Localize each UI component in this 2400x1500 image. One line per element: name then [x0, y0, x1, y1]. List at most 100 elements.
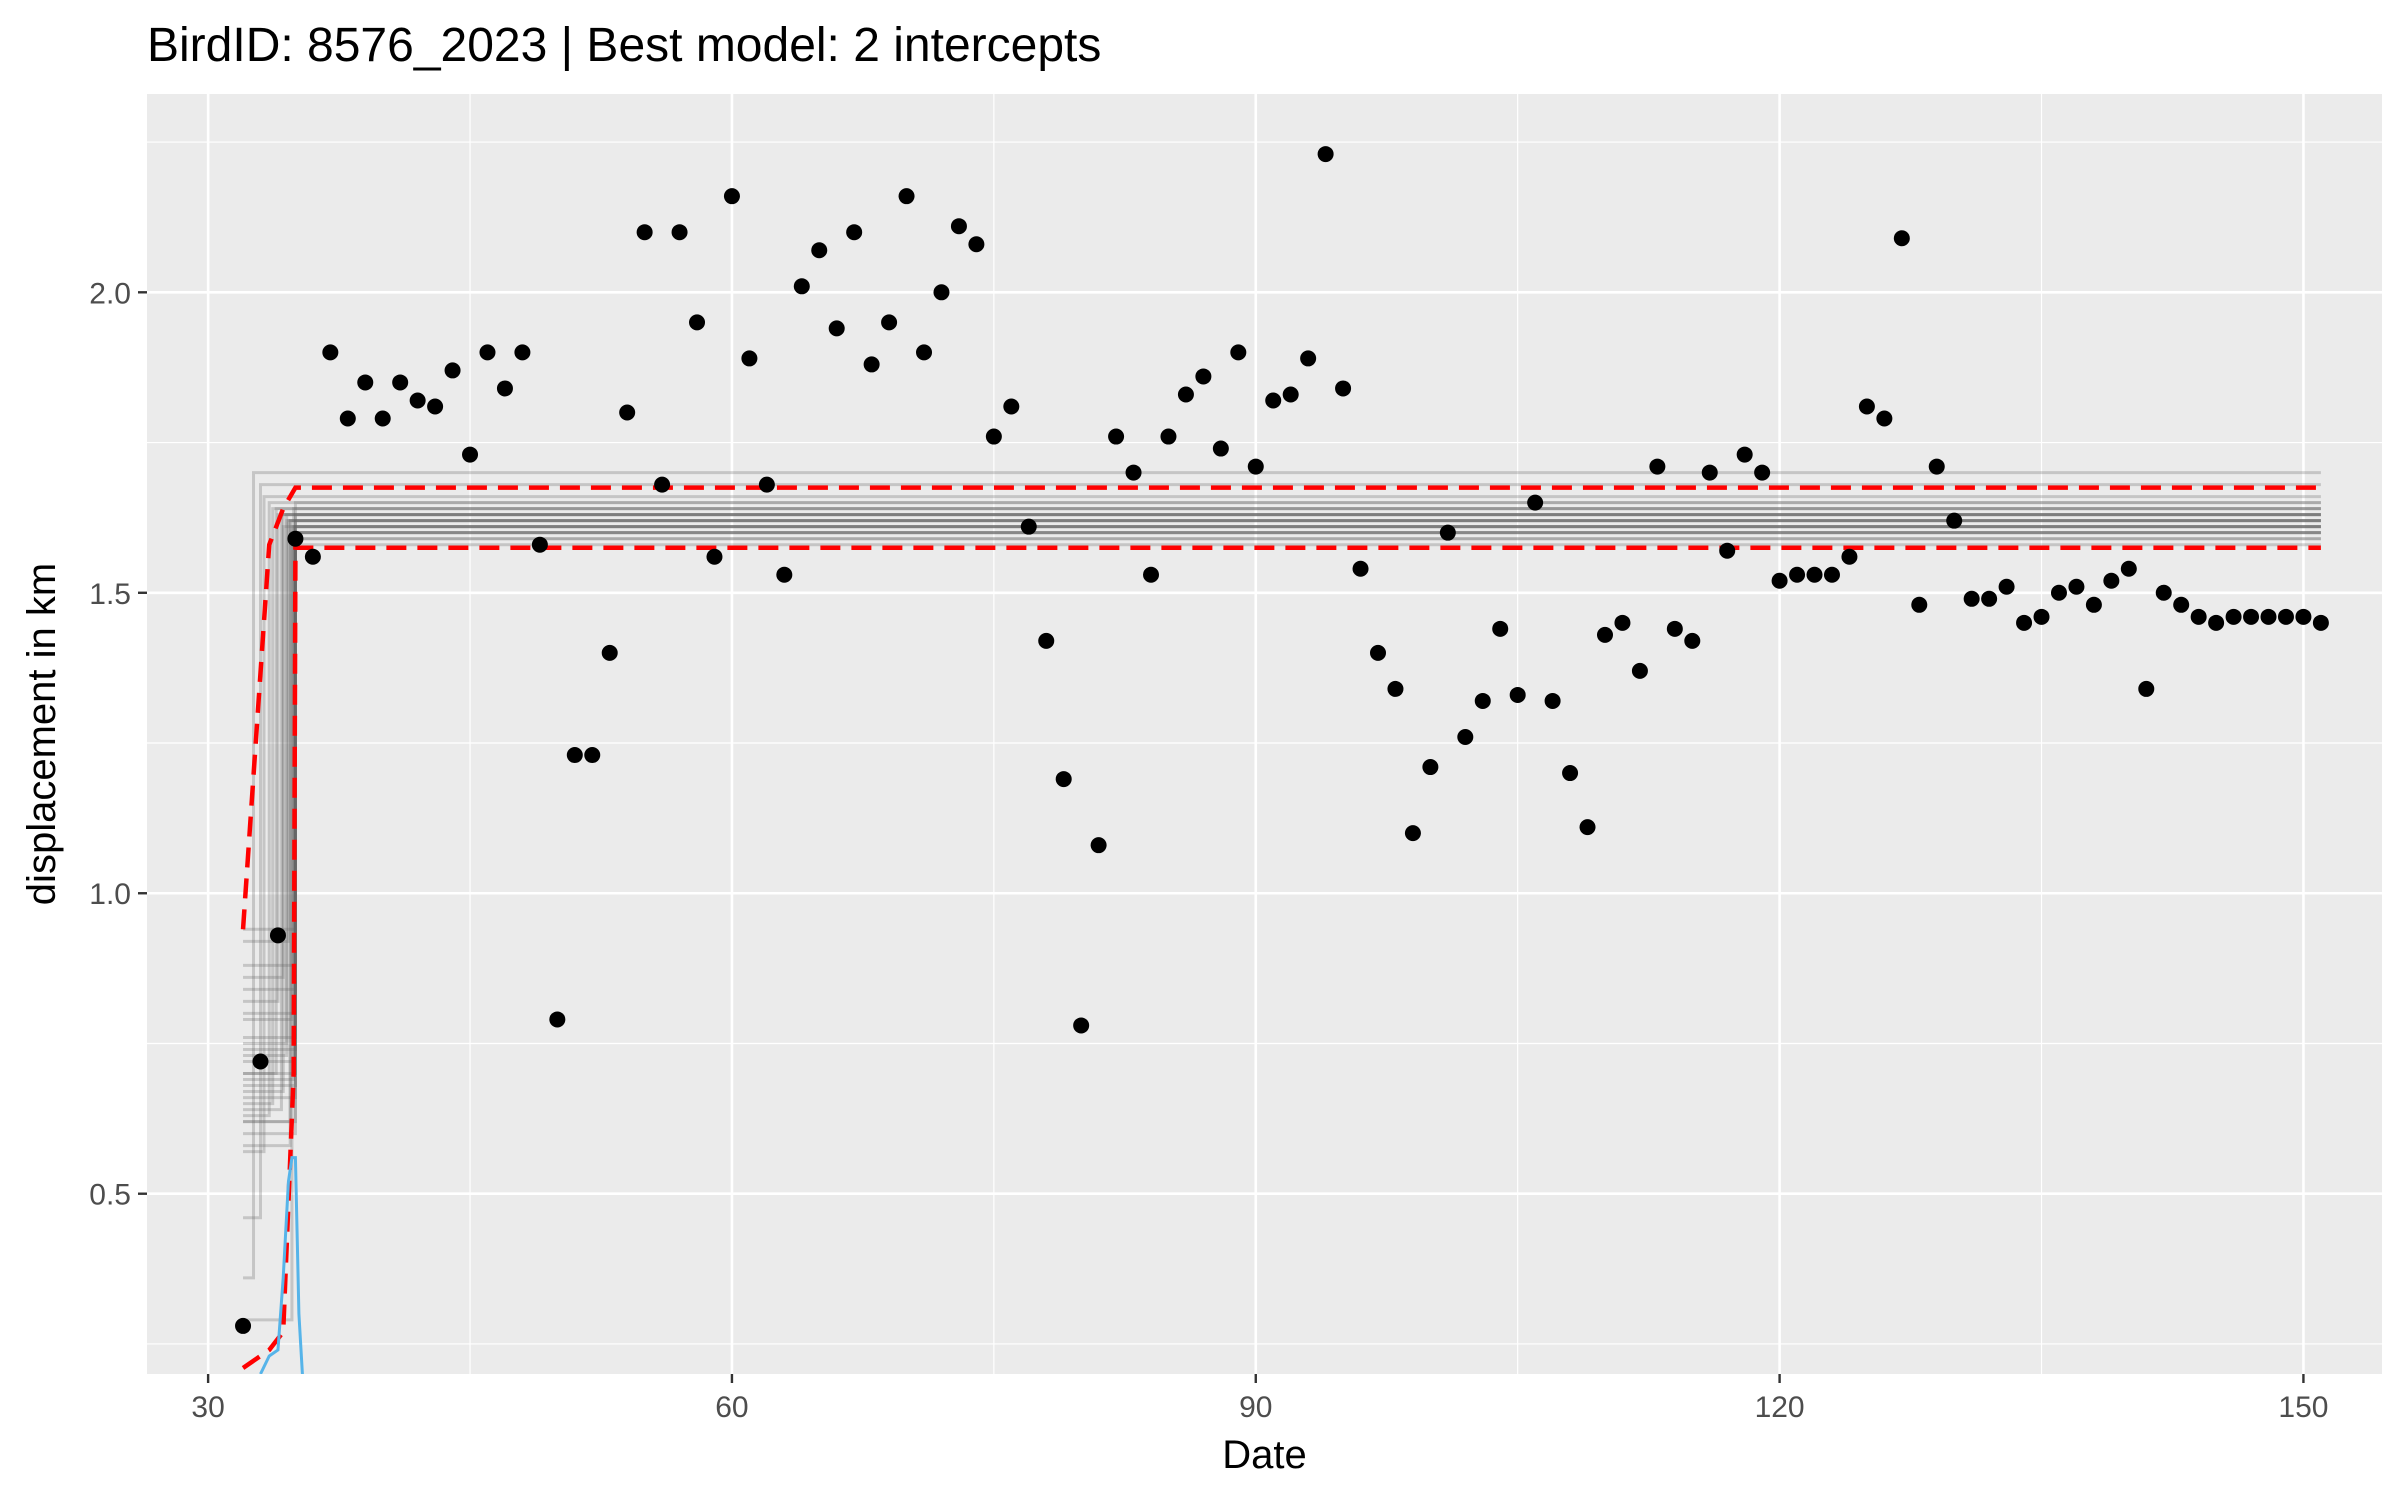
grid-major — [147, 94, 2382, 1374]
data-point — [689, 314, 706, 331]
data-point — [1439, 524, 1456, 541]
data-point — [1562, 765, 1579, 782]
data-point — [636, 224, 653, 241]
data-point — [269, 927, 286, 944]
data-point — [2050, 584, 2067, 601]
data-point — [304, 548, 321, 565]
data-point — [1893, 230, 1910, 247]
y-tick-label: 1.0 — [89, 878, 131, 911]
data-point — [933, 284, 950, 301]
data-point — [1754, 464, 1771, 481]
data-point — [793, 278, 810, 295]
data-point — [706, 548, 723, 565]
data-point — [1352, 560, 1369, 577]
data-point — [2068, 578, 2085, 595]
data-points — [235, 146, 2329, 1334]
data-point — [1230, 344, 1247, 361]
data-point — [1579, 819, 1596, 836]
posterior-fit-line — [243, 513, 2321, 1003]
data-point — [723, 188, 740, 205]
data-point — [1946, 512, 1963, 529]
data-point — [1858, 398, 1875, 415]
data-point — [1631, 662, 1648, 679]
data-point — [1823, 566, 1840, 583]
posterior-fit-line — [243, 519, 2321, 1015]
data-point — [1544, 692, 1561, 709]
data-point — [898, 188, 915, 205]
data-point — [654, 476, 671, 493]
data-point — [1195, 368, 1212, 385]
posterior-fit-line — [243, 525, 2321, 1094]
data-point — [1719, 542, 1736, 559]
x-tick-label: 30 — [191, 1391, 224, 1424]
data-point — [1806, 566, 1823, 583]
data-point — [1247, 458, 1264, 475]
data-point — [1492, 620, 1509, 637]
posterior-lines — [243, 471, 2321, 1322]
data-point — [462, 446, 479, 463]
data-point — [1684, 632, 1701, 649]
x-axis-title: Date — [1222, 1433, 1307, 1477]
data-point — [584, 747, 601, 764]
posterior-fit-line — [243, 495, 2321, 1154]
posterior-fit-line — [243, 525, 2321, 1082]
y-axis: 0.5 1.0 1.5 2.0 — [89, 277, 147, 1212]
data-point — [549, 1011, 566, 1028]
panel-content — [235, 146, 2329, 1374]
data-point — [1038, 632, 1055, 649]
data-point — [2138, 680, 2155, 697]
x-axis: 30 60 90 120 150 — [191, 1374, 2328, 1424]
data-point — [1404, 825, 1421, 842]
data-point — [601, 644, 618, 661]
data-point — [916, 344, 933, 361]
data-point — [1335, 380, 1352, 397]
data-point — [2312, 614, 2329, 631]
posterior-fit-line — [243, 483, 2321, 1220]
data-point — [374, 410, 391, 427]
data-point — [409, 392, 426, 409]
changepoint-density-line — [259, 1156, 304, 1374]
data-point — [2155, 584, 2172, 601]
data-point — [2208, 614, 2225, 631]
posterior-fit-line — [243, 501, 2321, 1118]
data-point — [1212, 440, 1229, 457]
data-point — [496, 380, 513, 397]
data-point — [444, 362, 461, 379]
data-point — [2225, 608, 2242, 625]
data-point — [1963, 590, 1980, 607]
data-point — [1177, 386, 1194, 403]
credible-interval-upper — [240, 485, 2321, 930]
data-point — [2016, 614, 2033, 631]
posterior-fit-line — [243, 519, 2321, 1148]
data-point — [1265, 392, 1282, 409]
data-point — [1090, 837, 1107, 854]
data-point — [514, 344, 531, 361]
posterior-fit-line — [243, 519, 2321, 1124]
posterior-fit-line — [243, 531, 2321, 1136]
x-tick-label: 150 — [2278, 1391, 2328, 1424]
data-point — [2243, 608, 2260, 625]
data-point — [1369, 644, 1386, 661]
data-point — [357, 374, 374, 391]
data-point — [776, 566, 793, 583]
data-point — [985, 428, 1002, 445]
credible-interval — [240, 485, 2321, 1370]
y-axis-title: displacement in km — [20, 563, 64, 905]
data-point — [1474, 692, 1491, 709]
data-point — [531, 536, 548, 553]
data-point — [671, 224, 688, 241]
data-point — [1876, 410, 1893, 427]
x-tick-label: 90 — [1239, 1391, 1272, 1424]
data-point — [741, 350, 758, 367]
posterior-fit-line — [243, 519, 2321, 943]
data-point — [1666, 620, 1683, 637]
data-point — [566, 747, 583, 764]
data-point — [881, 314, 898, 331]
data-point — [2120, 560, 2137, 577]
y-tick-label: 1.5 — [89, 578, 131, 611]
data-point — [235, 1317, 252, 1334]
data-point — [619, 404, 636, 421]
data-point — [1998, 578, 2015, 595]
data-point — [2277, 608, 2294, 625]
